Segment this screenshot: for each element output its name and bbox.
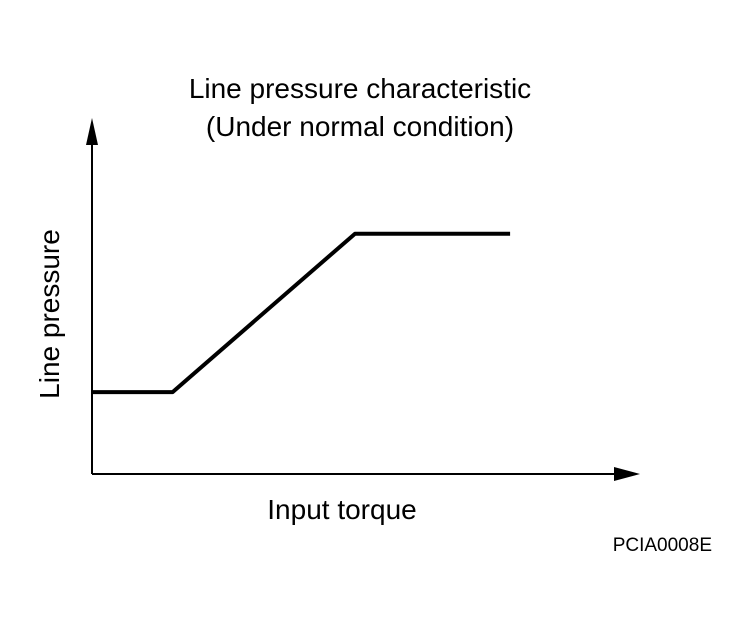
x-axis-label: Input torque xyxy=(267,494,416,525)
figure-code: PCIA0008E xyxy=(613,535,712,556)
chart-title: Line pressure characteristic xyxy=(189,73,531,104)
chart-subtitle: (Under normal condition) xyxy=(206,111,514,142)
y-axis-arrow xyxy=(86,118,98,145)
y-axis-label: Line pressure xyxy=(34,229,65,399)
series-layer xyxy=(92,231,511,395)
line-pressure-series xyxy=(92,231,511,395)
x-axis-arrow xyxy=(614,467,640,481)
